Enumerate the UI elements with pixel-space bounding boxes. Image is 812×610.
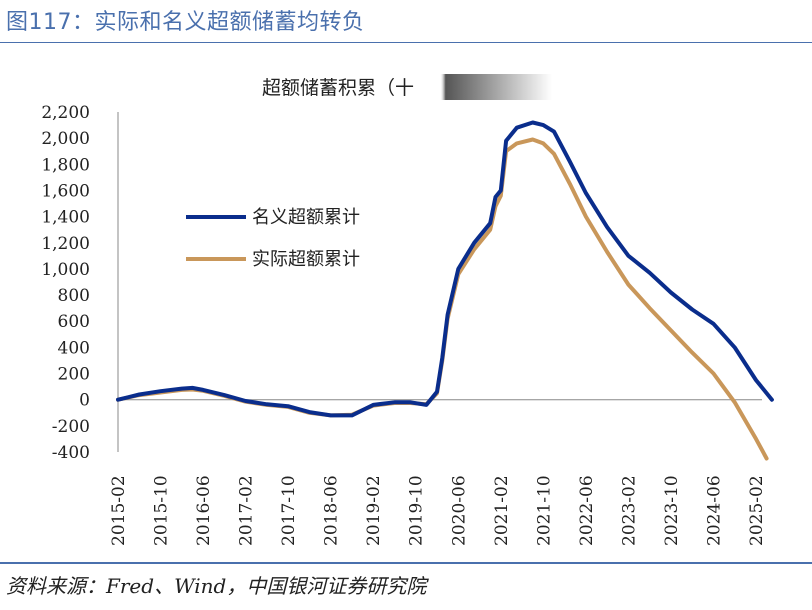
y-tick-label: 2,000 (41, 129, 90, 149)
x-tick-label: 2019-02 (364, 475, 384, 546)
y-tick-label: 1,400 (41, 208, 90, 228)
x-tick-label: 2023-10 (662, 475, 682, 546)
x-tick-label: 2021-02 (492, 475, 512, 546)
x-tick-label: 2022-06 (577, 475, 597, 546)
figure-title: 图117：实际和名义超额储蓄均转负 (6, 10, 365, 35)
y-tick-label: 2,200 (41, 103, 90, 123)
legend-label-real: 实际超额累计 (252, 249, 360, 270)
y-tick-label: 400 (58, 338, 90, 358)
x-tick-label: 2023-02 (619, 475, 639, 546)
x-tick-label: 2020-06 (449, 475, 469, 546)
source-note: 资料来源：Fred、Wind，中国银河证券研究院 (6, 574, 427, 598)
y-tick-label: 0 (79, 391, 90, 411)
y-tick-label: -400 (52, 443, 90, 463)
x-tick-label: 2015-10 (152, 475, 172, 546)
title-redaction-overlay (440, 74, 552, 100)
y-tick-label: 600 (58, 312, 90, 332)
series-lines (116, 120, 774, 461)
x-tick-label: 2017-10 (279, 475, 299, 546)
legend: 名义超额累计 实际超额累计 (186, 207, 360, 270)
bottom-divider (0, 562, 812, 564)
y-tick-label: 1,200 (41, 234, 90, 254)
y-axis-ticks: -400 -200 0 200 400 600 800 1,000 1,200 1,400 1,60… (41, 103, 90, 463)
x-axis-ticks: 2015-02 2015-10 2016-06 2017-02 2017-10 2018-… (109, 475, 767, 546)
x-tick-label: 2025-02 (747, 475, 767, 546)
y-tick-label: 1,600 (41, 181, 90, 201)
series-line-nominal (116, 120, 774, 418)
x-tick-label: 2021-10 (534, 475, 554, 546)
y-tick-label: 1,800 (41, 155, 90, 175)
chart-title: 超额储蓄积累（十 (262, 77, 414, 99)
x-tick-label: 2024-06 (704, 475, 724, 546)
x-tick-label: 2019-10 (407, 475, 427, 546)
series-line-real (116, 137, 769, 461)
x-tick-label: 2016-06 (194, 475, 214, 546)
chart: 超额储蓄积累（十 -400 -200 0 200 400 600 800 1,000 1,200… (41, 74, 774, 546)
top-divider (0, 42, 812, 43)
y-tick-label: 800 (58, 286, 90, 306)
x-tick-label: 2015-02 (109, 475, 129, 546)
y-tick-label: 200 (58, 365, 90, 385)
y-tick-label: -200 (52, 417, 90, 437)
y-tick-label: 1,000 (41, 260, 90, 280)
x-tick-label: 2017-02 (237, 475, 257, 546)
legend-label-nominal: 名义超额累计 (252, 207, 360, 228)
x-tick-label: 2018-06 (322, 475, 342, 546)
